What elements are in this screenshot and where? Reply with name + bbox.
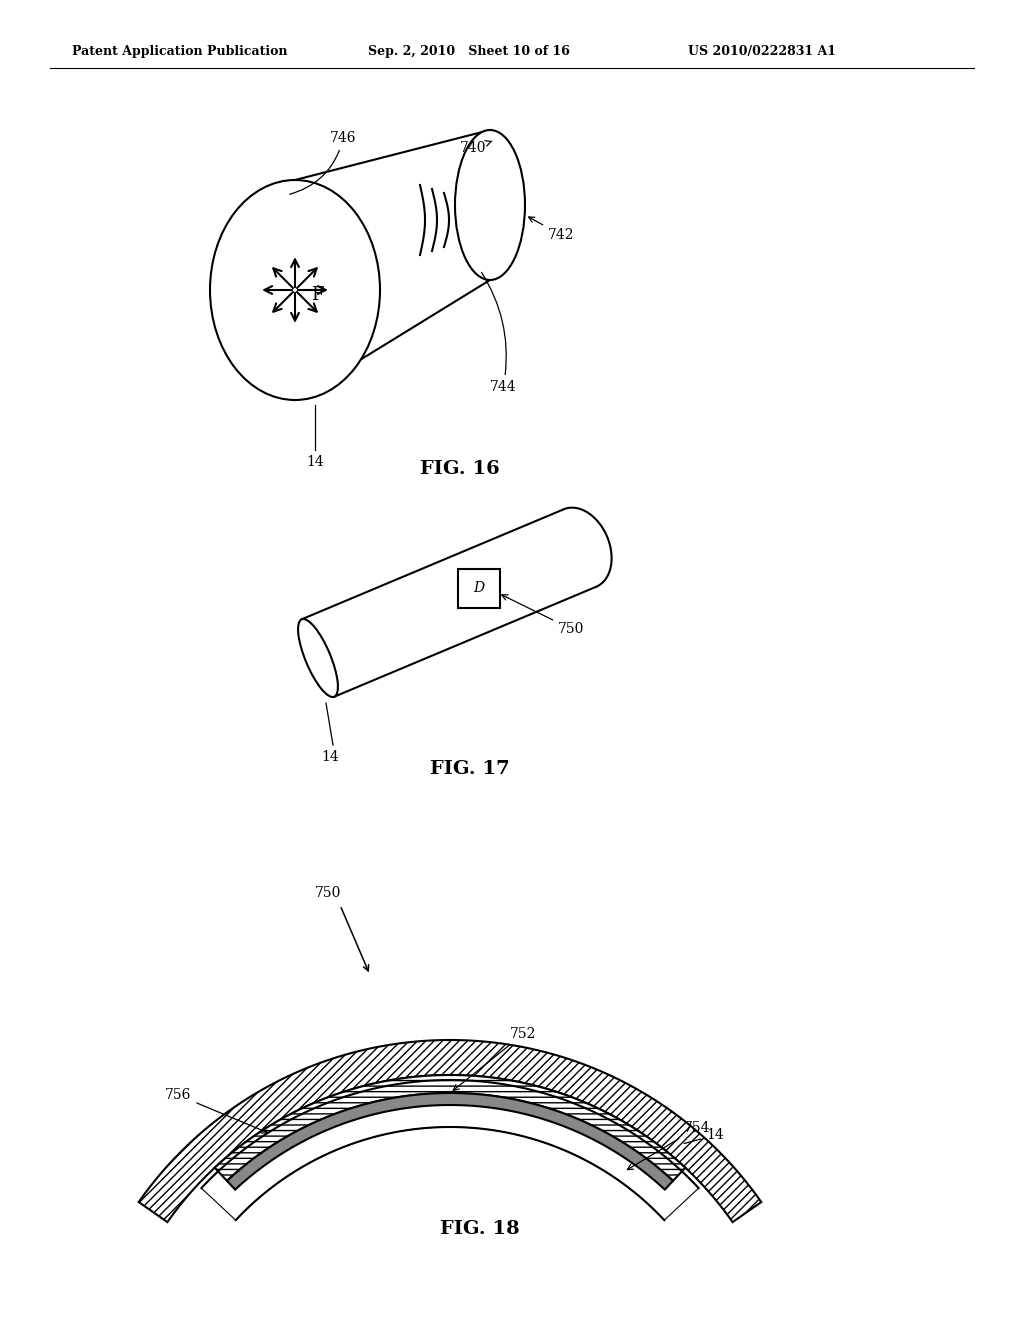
Text: 752: 752: [454, 1027, 537, 1090]
Polygon shape: [302, 510, 596, 697]
Text: 740: 740: [460, 141, 492, 154]
Text: D: D: [473, 581, 484, 595]
Text: 14: 14: [306, 455, 324, 469]
Polygon shape: [564, 508, 611, 586]
Ellipse shape: [298, 619, 338, 697]
Polygon shape: [138, 1040, 761, 1222]
Text: Patent Application Publication: Patent Application Publication: [72, 45, 288, 58]
Text: FIG. 17: FIG. 17: [430, 760, 510, 777]
Polygon shape: [215, 1074, 685, 1181]
Polygon shape: [295, 129, 490, 400]
Ellipse shape: [455, 129, 525, 280]
Polygon shape: [227, 1093, 673, 1189]
Text: 750: 750: [315, 886, 341, 900]
Ellipse shape: [210, 180, 380, 400]
Text: 754: 754: [628, 1121, 711, 1170]
Text: 744: 744: [481, 272, 517, 393]
Text: 14: 14: [322, 750, 339, 764]
Text: 750: 750: [502, 595, 585, 636]
Text: US 2010/0222831 A1: US 2010/0222831 A1: [688, 45, 836, 58]
Text: FIG. 18: FIG. 18: [440, 1220, 520, 1238]
Text: FIG. 16: FIG. 16: [420, 459, 500, 478]
Text: Sep. 2, 2010   Sheet 10 of 16: Sep. 2, 2010 Sheet 10 of 16: [368, 45, 570, 58]
Text: F: F: [310, 286, 324, 304]
Text: 742: 742: [528, 216, 574, 242]
Text: 756: 756: [165, 1088, 267, 1133]
Text: 14: 14: [684, 1129, 724, 1143]
FancyBboxPatch shape: [458, 569, 500, 607]
Text: 746: 746: [290, 131, 356, 194]
Polygon shape: [202, 1080, 698, 1220]
